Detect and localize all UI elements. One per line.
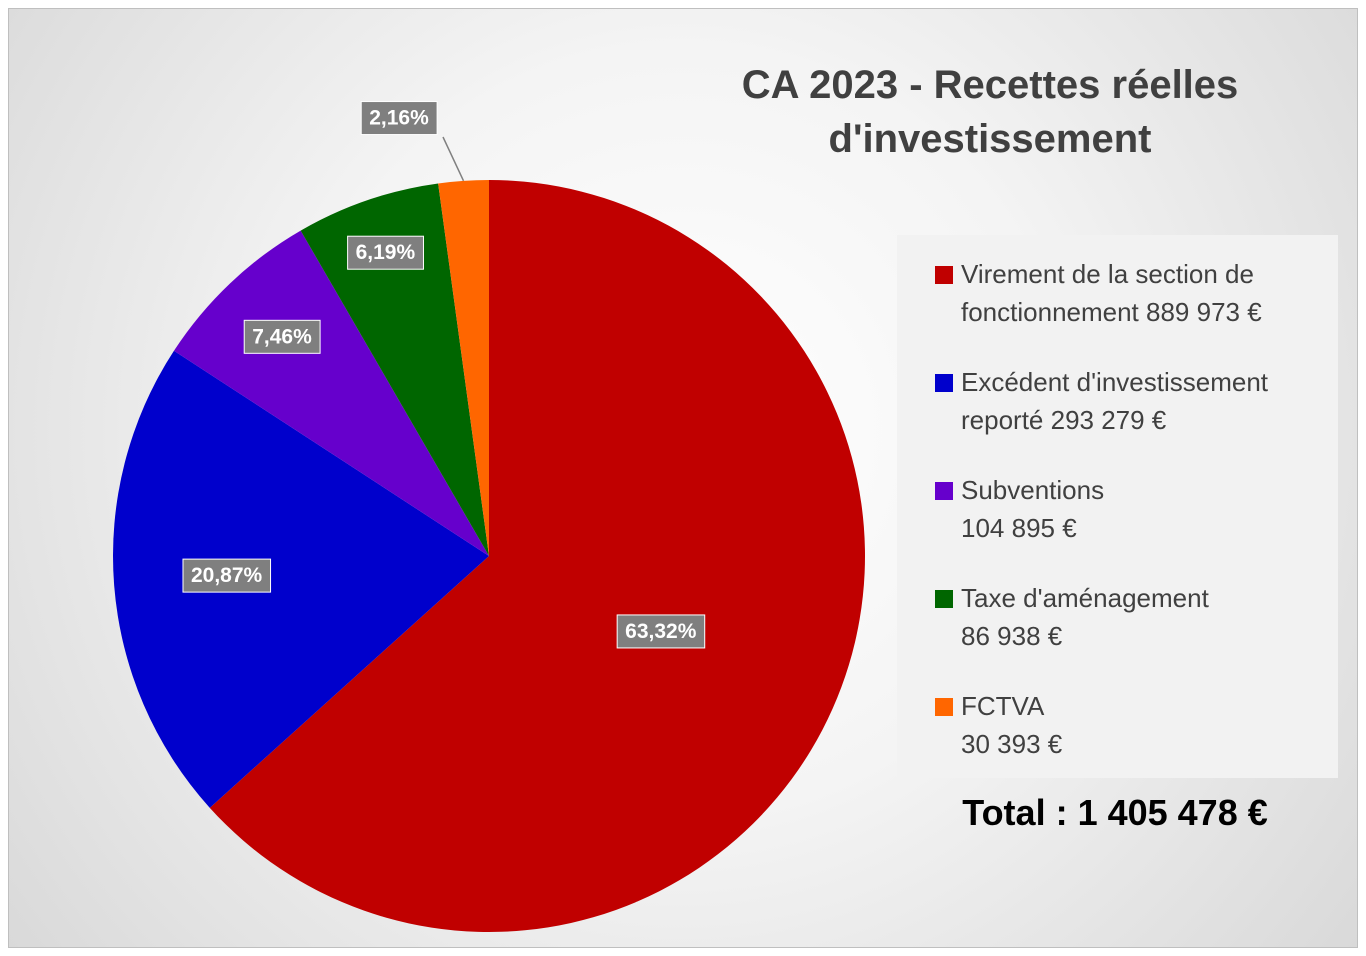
legend-item: Subventions 104 895 €: [935, 471, 1338, 547]
legend-item: Virement de la section de fonctionnement…: [935, 255, 1338, 331]
chart-title: CA 2023 - Recettes réelles d'investissem…: [741, 63, 1239, 161]
legend-label: Subventions 104 895 €: [961, 475, 1105, 543]
legend-swatch: [935, 590, 953, 608]
data-label-box: [243, 319, 321, 354]
data-label: 20,87%: [191, 564, 263, 587]
pie-slice: [173, 230, 489, 556]
leader-line: [442, 136, 465, 182]
legend-swatch: [935, 374, 953, 392]
pie-slice: [113, 350, 490, 808]
total-annotation: Total : 1 405 478 €: [962, 792, 1268, 833]
pie-slice: [300, 183, 489, 557]
legend-label: Virement de la section de fonctionnement…: [961, 259, 1262, 327]
legend-swatch: [935, 266, 953, 284]
legend-label: FCTVA 30 393 €: [961, 691, 1063, 759]
legend-label: Excédent d'investissement reporté 293 27…: [961, 367, 1269, 435]
data-label-box: [182, 558, 272, 593]
legend-swatch: [935, 482, 953, 500]
data-label: 63,32%: [625, 620, 697, 643]
legend-item: FCTVA 30 393 €: [935, 687, 1338, 763]
legend-item: Excédent d'investissement reporté 293 27…: [935, 363, 1338, 439]
legend-swatch: [935, 698, 953, 716]
data-label-box: [616, 614, 706, 649]
legend-label: Taxe d'aménagement 86 938 €: [961, 583, 1209, 651]
data-label: 7,46%: [252, 325, 312, 348]
legend-item: Taxe d'aménagement 86 938 €: [935, 579, 1338, 655]
data-label: 2,16%: [369, 107, 429, 130]
data-label-box: [347, 235, 424, 270]
legend: Virement de la section de fonctionnement…: [897, 235, 1338, 778]
pie-slice: [209, 179, 866, 932]
pie-slice: [438, 180, 489, 556]
data-label: 6,19%: [356, 241, 416, 264]
data-label-box: [360, 101, 438, 136]
